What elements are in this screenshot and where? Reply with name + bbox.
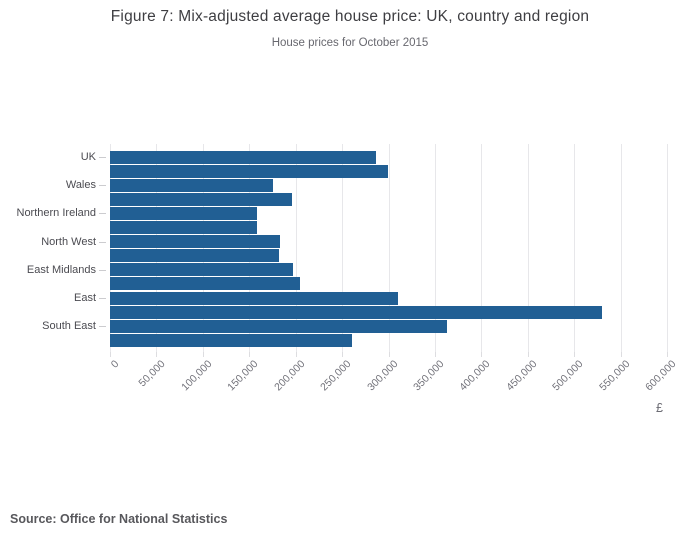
bar-scotland <box>110 192 292 206</box>
chart-subtitle: House prices for October 2015 <box>271 37 429 49</box>
y-tick-mark <box>99 241 106 243</box>
x-tick-mark <box>342 352 344 357</box>
x-tick-label: 600,000 <box>643 358 679 394</box>
bar-england <box>110 164 388 178</box>
x-tick-label: 450,000 <box>503 358 540 394</box>
gridline <box>667 144 668 352</box>
x-tick-label: 50,000 <box>136 358 168 390</box>
x-axis-unit-label: £ <box>656 401 663 415</box>
y-tick-mark <box>99 157 106 158</box>
gridline <box>295 144 297 352</box>
x-tick-mark <box>249 352 251 357</box>
gridline <box>527 144 529 352</box>
gridline <box>574 144 576 352</box>
x-tick-mark <box>434 352 436 357</box>
plot-area <box>110 144 668 352</box>
y-tick-label: Northern Ireland <box>16 207 97 220</box>
x-tick-mark <box>110 352 111 357</box>
x-tick-mark <box>481 352 483 357</box>
y-tick-label: South East <box>42 320 96 333</box>
y-tick-label: East <box>73 292 96 304</box>
y-tick-mark <box>99 298 106 299</box>
x-tick-label: 550,000 <box>596 358 633 394</box>
y-tick-mark <box>99 269 106 271</box>
bar-south-west <box>110 333 353 347</box>
x-tick-mark <box>156 352 158 357</box>
x-tick-label: 500,000 <box>550 358 586 394</box>
gridline <box>388 144 390 352</box>
x-tick-mark <box>388 352 390 357</box>
x-tick-label: 300,000 <box>364 358 400 394</box>
bar-east <box>110 291 398 305</box>
bar-west-midlands <box>110 277 301 291</box>
x-tick-label: 150,000 <box>225 358 261 394</box>
x-tick-label: 100,000 <box>178 358 215 394</box>
chart-title: Figure 7: Mix-adjusted average house pri… <box>110 8 590 25</box>
y-tick-mark <box>99 326 106 328</box>
x-tick-mark <box>574 352 576 357</box>
bar-northern-ireland <box>110 206 257 220</box>
bar-east-midlands <box>110 263 293 277</box>
x-tick-label: 350,000 <box>411 358 447 394</box>
x-tick-label: 250,000 <box>318 358 354 394</box>
y-tick-label: UK <box>80 151 96 163</box>
y-tick-label: Wales <box>65 179 96 192</box>
y-tick-label: North West <box>41 235 96 248</box>
x-tick-label: 400,000 <box>457 358 493 394</box>
bar-london <box>110 305 602 319</box>
x-tick-mark <box>667 352 668 357</box>
x-tick-label: 200,000 <box>271 358 308 394</box>
x-tick-mark <box>527 352 529 357</box>
gridline <box>481 144 483 352</box>
bar-north-west <box>110 235 280 249</box>
gridline <box>342 144 344 352</box>
bar-yorkshire-and-the-humber <box>110 249 279 263</box>
x-tick-mark <box>202 352 204 357</box>
y-tick-mark <box>99 185 106 187</box>
x-tick-mark <box>620 352 622 357</box>
bar-wales <box>110 178 273 192</box>
x-tick-mark <box>295 352 297 357</box>
bar-north-east <box>110 221 257 234</box>
gridline <box>434 144 436 352</box>
bar-uk <box>110 150 377 164</box>
source-note: Source: Office for National Statistics <box>10 512 228 526</box>
bar-south-east <box>110 319 447 333</box>
x-tick-label: 0 <box>108 358 122 371</box>
y-tick-label: East Midlands <box>26 263 96 276</box>
y-tick-mark <box>99 213 106 215</box>
gridline <box>620 144 622 352</box>
